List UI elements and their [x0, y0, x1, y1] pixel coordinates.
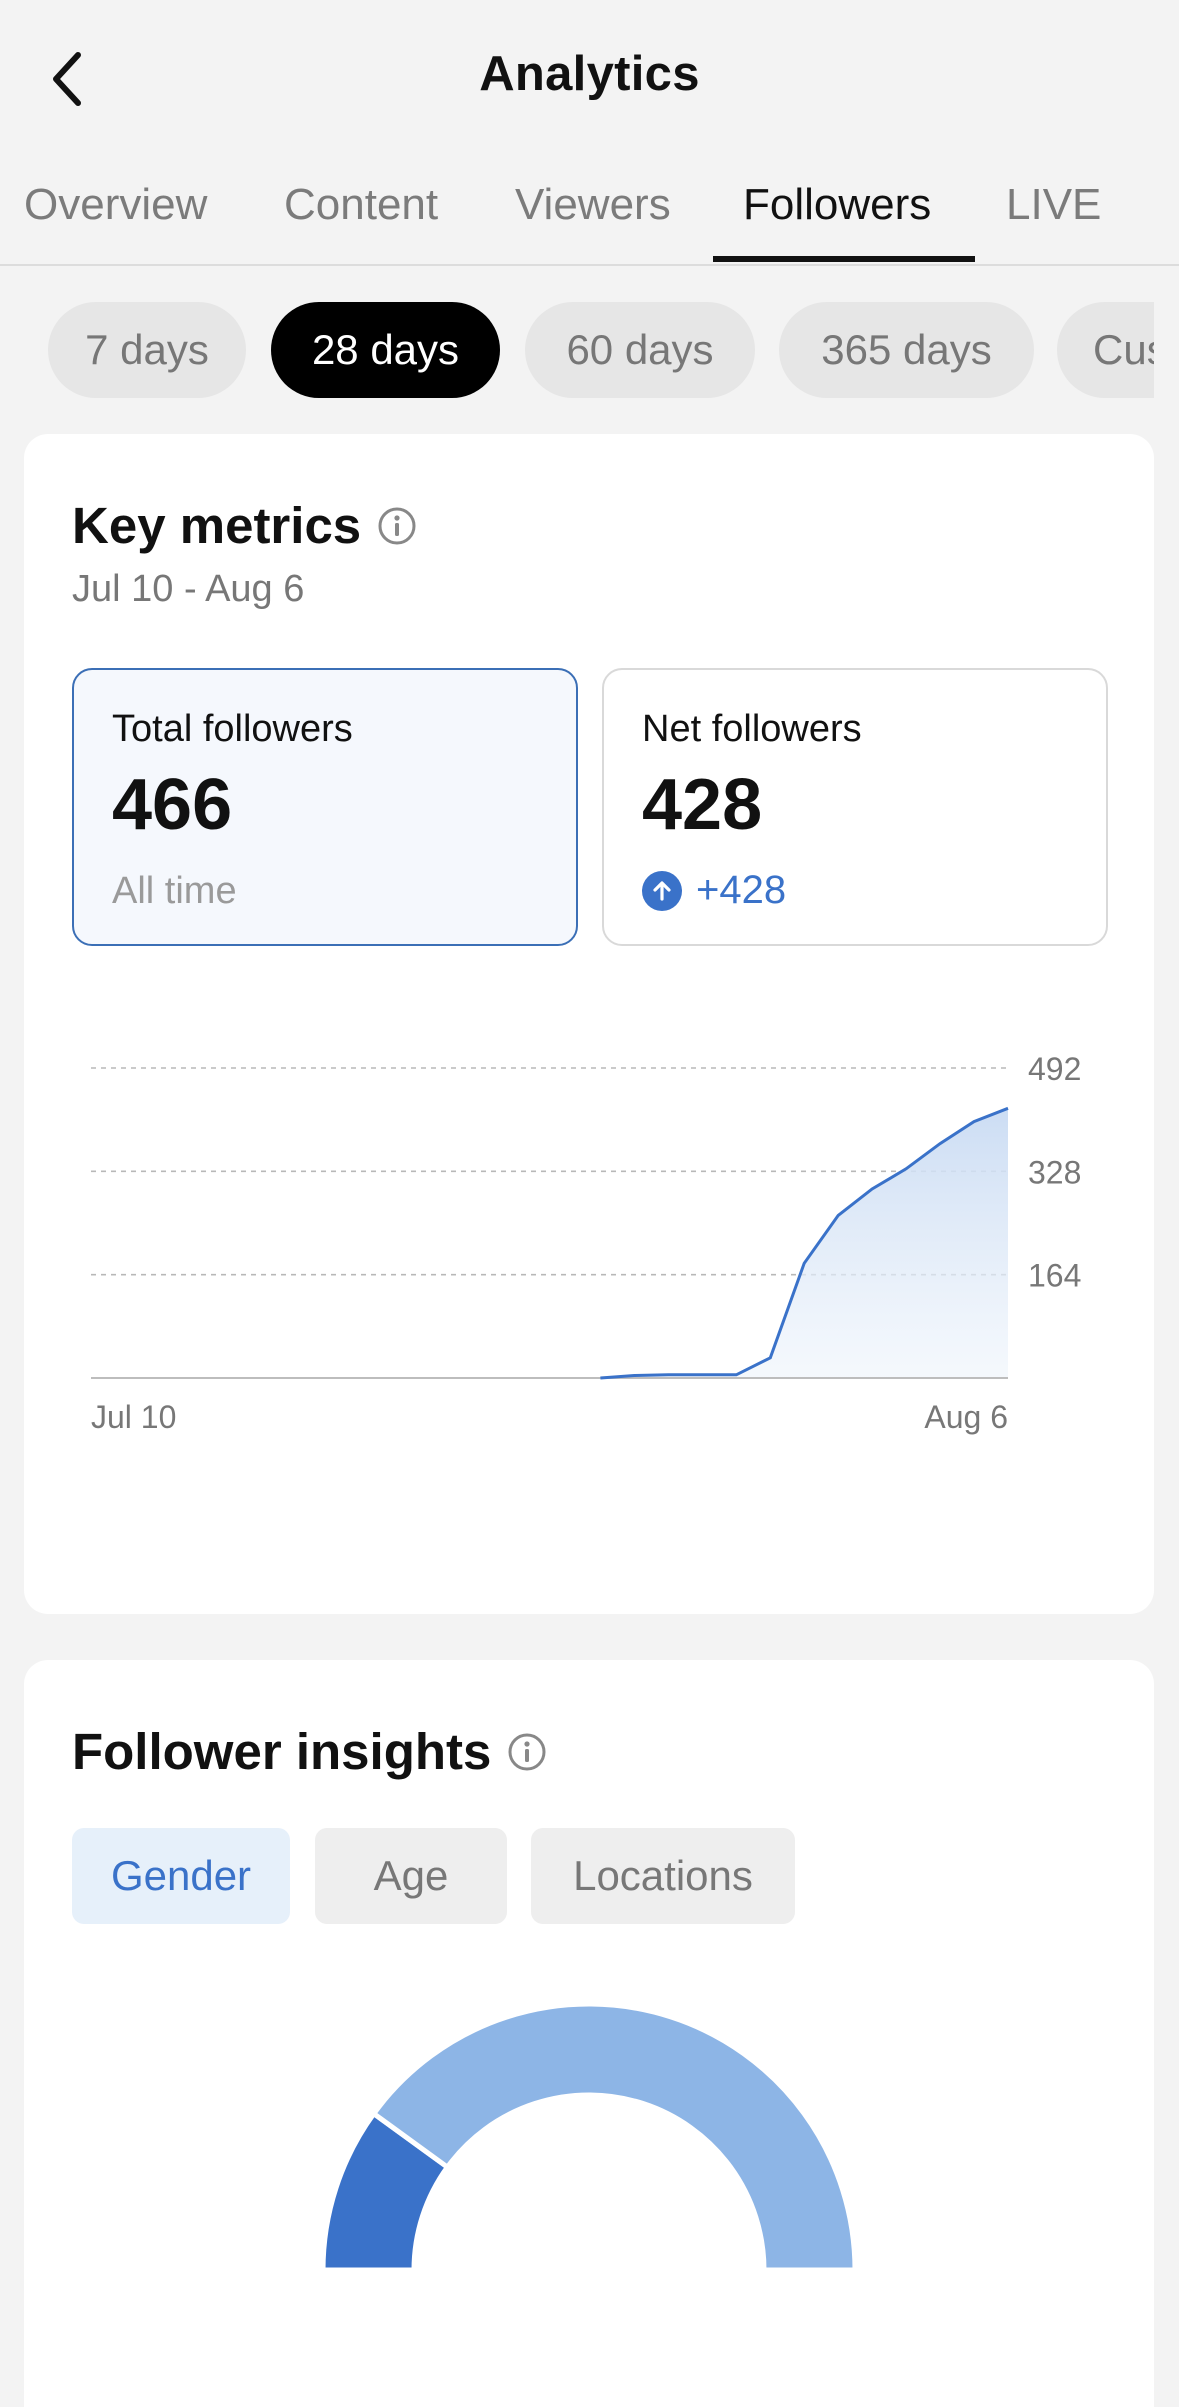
y-tick-label: 164: [1028, 1258, 1081, 1294]
total-followers-sub: All time: [112, 870, 237, 912]
follower-insights-header: Follower insights: [72, 1722, 547, 1781]
period-7-days[interactable]: 7 days: [48, 302, 246, 398]
followers-chart: 164 328 492 Jul 10 Aug 6: [91, 1051, 1081, 1435]
chart-area-fill: [600, 1108, 1008, 1378]
gender-donut-segment[interactable]: [370, 2001, 858, 2273]
tab-followers[interactable]: Followers: [743, 180, 932, 229]
total-followers-card[interactable]: Total followers 466 All time: [72, 668, 578, 946]
analytics-tabs: Overview Content Viewers Followers LIVE: [0, 168, 1179, 266]
net-followers-value: 428: [642, 765, 763, 845]
net-followers-label: Net followers: [642, 708, 862, 750]
page-title: Analytics: [479, 47, 700, 101]
insights-tab-locations[interactable]: Locations: [531, 1828, 795, 1924]
gender-donut-chart: [320, 2001, 858, 2273]
date-range: Jul 10 - Aug 6: [72, 568, 305, 610]
key-metrics-header: Key metrics: [72, 496, 417, 555]
net-followers-change: +428: [642, 868, 786, 913]
tab-live[interactable]: LIVE: [1006, 180, 1102, 229]
net-followers-change-value: +428: [696, 868, 787, 912]
tab-viewers[interactable]: Viewers: [515, 180, 671, 229]
follower-insights-card: Follower insights Gender Age Locations: [24, 1660, 1154, 2407]
y-tick-label: 492: [1028, 1051, 1081, 1087]
info-icon[interactable]: [377, 506, 417, 546]
insights-tab-age[interactable]: Age: [315, 1828, 507, 1924]
chevron-left-icon: [53, 52, 81, 106]
tab-overview[interactable]: Overview: [24, 180, 208, 229]
total-followers-label: Total followers: [112, 708, 353, 750]
total-followers-value: 466: [112, 765, 233, 845]
info-icon[interactable]: [507, 1732, 547, 1772]
follower-insights-title: Follower insights: [72, 1723, 492, 1780]
period-60-days[interactable]: 60 days: [525, 302, 755, 398]
chart-line: [600, 1106, 1009, 1380]
back-button[interactable]: [38, 44, 98, 114]
period-selector: 7 days 28 days 60 days 365 days Custom: [0, 302, 1154, 398]
period-365-days[interactable]: 365 days: [779, 302, 1034, 398]
y-tick-label: 328: [1028, 1154, 1081, 1190]
x-tick-label-start: Jul 10: [91, 1399, 176, 1435]
arrow-up-icon: [642, 870, 682, 911]
period-28-days[interactable]: 28 days: [271, 302, 500, 398]
x-tick-label-end: Aug 6: [924, 1399, 1008, 1435]
net-followers-card[interactable]: Net followers 428 +428: [602, 668, 1108, 946]
insights-tab-gender[interactable]: Gender: [72, 1828, 290, 1924]
period-custom[interactable]: Custom: [1057, 302, 1154, 398]
tab-content[interactable]: Content: [284, 180, 439, 229]
key-metrics-card: Key metrics Jul 10 - Aug 6 Total followe…: [24, 434, 1154, 1614]
top-bar: Analytics: [0, 0, 1179, 160]
key-metrics-title: Key metrics: [72, 497, 362, 554]
active-tab-indicator: [713, 256, 975, 262]
